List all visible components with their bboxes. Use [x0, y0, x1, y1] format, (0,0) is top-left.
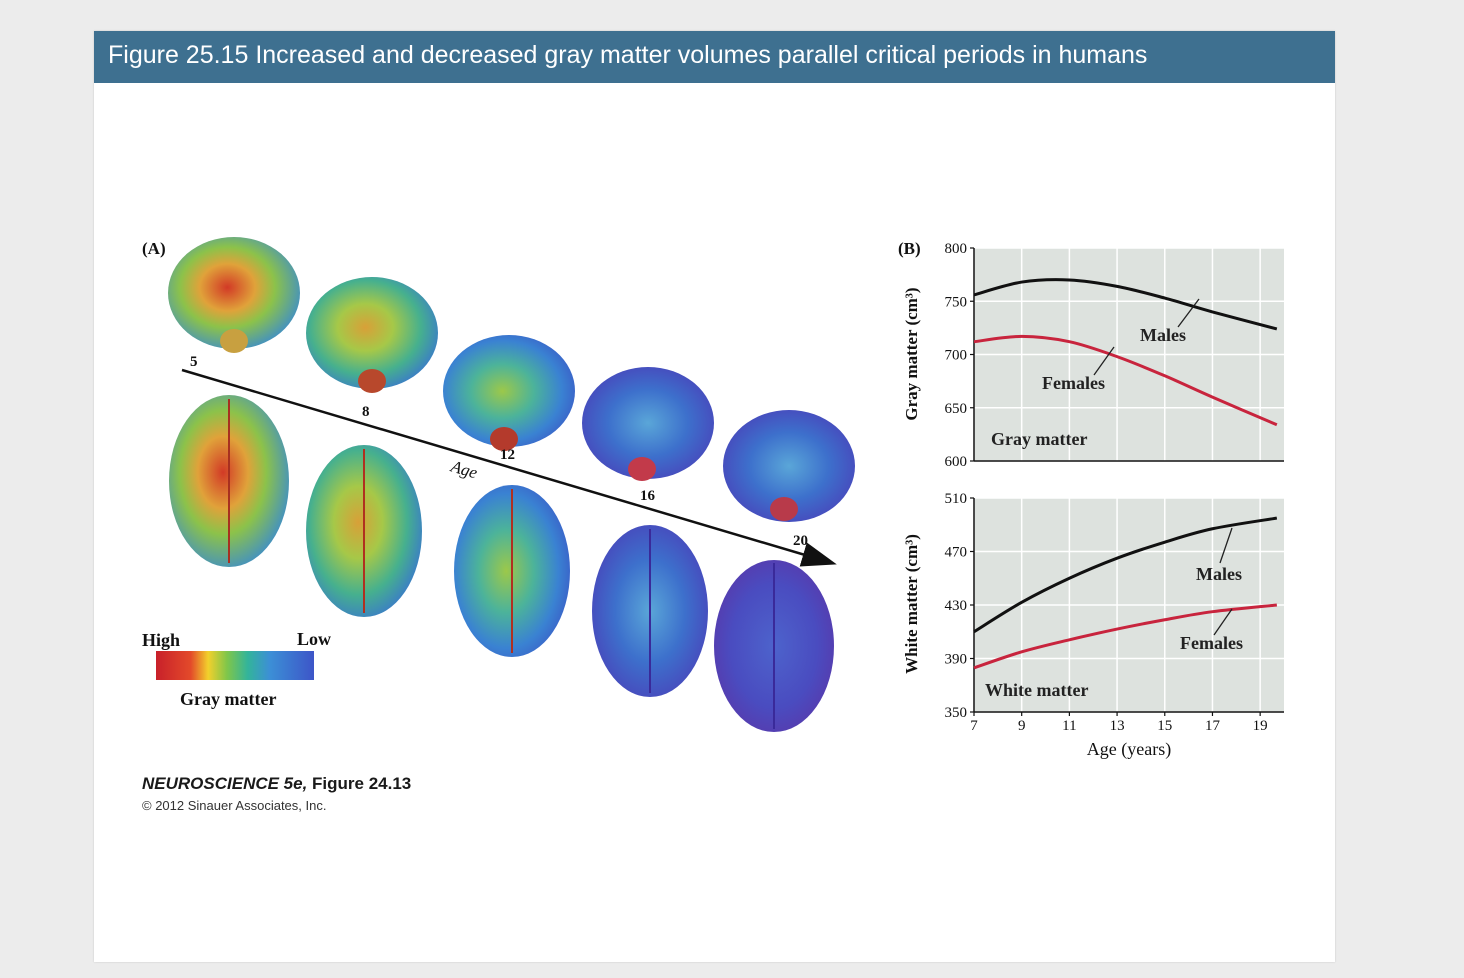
x-tick-label: 15	[1157, 718, 1172, 734]
figure-title: Figure 25.15 Increased and decreased gra…	[108, 41, 1148, 69]
age-tick-8: 8	[362, 404, 370, 420]
x-axis-label: Age (years)	[1087, 739, 1171, 760]
series-label-males: Males	[1140, 325, 1186, 345]
credit-book: NEUROSCIENCE 5e, Figure 24.13	[142, 774, 411, 794]
brain-dorsal-age16	[592, 525, 708, 697]
brain-dorsal-age20	[714, 560, 834, 732]
series-label-females: Females	[1180, 633, 1243, 653]
y-tick-label: 350	[945, 705, 968, 721]
series-pointer	[1177, 298, 1200, 328]
series-pointer	[1213, 608, 1233, 636]
series-label-males: Males	[1196, 564, 1242, 584]
series-label-females: Females	[1042, 373, 1105, 393]
panel-b-label: (B)	[898, 239, 921, 258]
age-label: Age	[448, 456, 480, 482]
y-axis-label: Gray matter (cm³)	[902, 287, 921, 420]
age-tick-20: 20	[793, 533, 808, 549]
y-tick-label: 750	[945, 294, 968, 310]
credit-figure-ref: Figure 24.13	[307, 774, 412, 793]
y-tick-label: 430	[945, 598, 968, 614]
y-tick-label: 510	[945, 491, 968, 507]
y-tick-label: 470	[945, 545, 968, 561]
chart-title: White matter	[985, 680, 1088, 700]
series-pointer	[1219, 527, 1233, 564]
series-line-females	[973, 603, 1278, 670]
series-line-females	[973, 334, 1278, 427]
age-tick-16: 16	[640, 488, 656, 504]
credit-book-title: NEUROSCIENCE 5e,	[142, 774, 308, 793]
series-line-males	[973, 278, 1278, 331]
brain-dorsal-age8	[306, 445, 422, 617]
y-tick-label: 800	[945, 241, 968, 257]
y-axis-label: White matter (cm³)	[902, 534, 921, 674]
x-tick-label: 9	[1018, 718, 1026, 734]
brain-lateral-age5	[168, 237, 300, 353]
series-pointer	[1093, 346, 1115, 376]
gray-matter-chart: 600 650 700 750 800 Gray matter (cm³) Gray mat…	[902, 241, 1284, 470]
x-tick-label: 17	[1205, 718, 1221, 734]
white-matter-chart: 350 390 430 470 510 7 9 11 13 15 17 19 Age (years) Wh…	[902, 491, 1284, 760]
y-tick-label: 700	[945, 348, 968, 364]
credit-copyright: © 2012 Sinauer Associates, Inc.	[142, 798, 327, 813]
brain-lateral-age8	[306, 277, 438, 393]
legend-caption: Gray matter	[180, 689, 276, 709]
y-tick-label: 650	[945, 401, 968, 417]
brain-dorsal-age12	[454, 485, 570, 657]
legend-high: High	[142, 630, 180, 650]
figure: (A)	[142, 237, 1284, 760]
series-line-males	[973, 516, 1278, 634]
x-tick-label: 11	[1062, 718, 1076, 734]
x-tick-label: 7	[970, 718, 978, 734]
brain-lateral-age20	[723, 410, 855, 522]
x-tick-label: 19	[1253, 718, 1268, 734]
age-tick-5: 5	[190, 354, 198, 370]
legend-low: Low	[297, 629, 331, 649]
age-tick-12: 12	[500, 447, 515, 463]
chart-title: Gray matter	[991, 429, 1087, 449]
y-tick-label: 390	[945, 652, 968, 668]
brain-dorsal-age5	[169, 395, 289, 567]
panel-a-label: (A)	[142, 239, 166, 258]
age-arrow	[181, 368, 837, 567]
gray-matter-color-scale	[156, 651, 314, 680]
x-tick-label: 13	[1110, 718, 1125, 734]
brain-lateral-age16	[582, 367, 714, 481]
title-bar: Figure 25.15 Increased and decreased gra…	[94, 31, 1335, 83]
y-tick-label: 600	[945, 454, 968, 470]
brain-lateral-age12	[443, 335, 575, 451]
slide: Figure 25.15 Increased and decreased gra…	[94, 31, 1335, 962]
